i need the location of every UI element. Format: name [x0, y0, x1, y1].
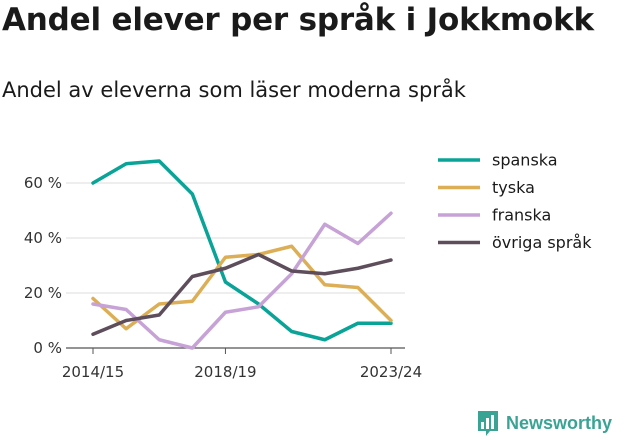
x-tick-label: 2023/24 — [360, 363, 422, 381]
x-tick-label: 2018/19 — [194, 363, 256, 381]
series-line-franska — [91, 211, 393, 350]
y-axis: 0 % 20 % 40 % 60 % — [24, 174, 62, 357]
legend-label: övriga språk — [492, 233, 592, 252]
legend-label: tyska — [492, 178, 535, 197]
series-line-övriga-språk — [91, 252, 393, 336]
series-line-spanska — [91, 159, 393, 342]
x-tick-label: 2014/15 — [62, 363, 124, 381]
series-lines — [91, 159, 393, 350]
x-axis: 2014/15 2018/19 2023/24 — [62, 348, 422, 381]
brand-name: Newsworthy — [506, 412, 613, 433]
y-tick-label: 60 % — [24, 174, 62, 192]
chart-subtitle: Andel av eleverna som läser moderna språ… — [2, 78, 466, 102]
series-line-tyska — [91, 244, 393, 331]
chart-title: Andel elever per språk i Jokkmokk — [2, 2, 594, 38]
y-tick-label: 40 % — [24, 229, 62, 247]
legend-label: spanska — [492, 151, 558, 170]
newsworthy-logo: Newsworthy — [476, 408, 612, 438]
y-tick-label: 20 % — [24, 284, 62, 302]
newsworthy-bar-chart-icon — [478, 411, 498, 436]
legend-label: franska — [492, 206, 551, 225]
legend: spanska tyska franska övriga språk — [438, 151, 592, 252]
y-tick-label: 0 % — [33, 339, 62, 357]
